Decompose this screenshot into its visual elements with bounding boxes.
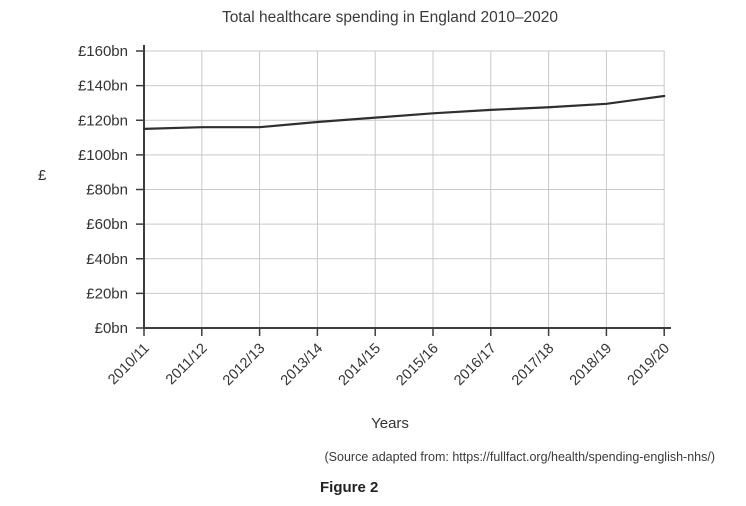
- y-tick-label: £100bn: [78, 147, 128, 164]
- y-tick-label: £160bn: [78, 43, 128, 60]
- x-tick-label: 2014/15: [336, 341, 384, 389]
- y-tick-label: £80bn: [86, 182, 128, 199]
- y-tick-label: £40bn: [86, 251, 128, 268]
- x-tick-label: 2015/16: [393, 341, 441, 389]
- x-tick-label: 2012/13: [220, 341, 268, 389]
- x-tick-labels: 2010/11 2011/12 2012/13 2013/14 2014/15 2015/…: [105, 341, 673, 389]
- x-tick-label: 2013/14: [278, 341, 326, 389]
- x-tick-label: 2010/11: [105, 341, 153, 389]
- y-axis-label: £: [38, 167, 47, 184]
- source-note: (Source adapted from: https://fullfact.o…: [324, 450, 716, 464]
- x-tick-label: 2018/19: [567, 341, 615, 389]
- tick-marks: [136, 50, 665, 336]
- y-tick-label: £60bn: [86, 216, 128, 233]
- x-tick-label: 2016/17: [451, 341, 499, 389]
- figure-caption: Figure 2: [320, 479, 379, 496]
- y-tick-label: £0bn: [95, 320, 128, 337]
- x-tick-label: 2019/20: [625, 341, 673, 389]
- y-tick-label: £140bn: [78, 78, 128, 95]
- y-tick-labels: £0bn £20bn £40bn £60bn £80bn £100bn £120bn £140…: [78, 43, 128, 337]
- x-tick-label: 2011/12: [163, 341, 211, 389]
- x-axis-label: Years: [371, 415, 409, 432]
- y-tick-label: £120bn: [78, 112, 128, 129]
- x-tick-label: 2017/18: [509, 341, 557, 389]
- gridlines: [143, 50, 665, 328]
- axes: [143, 45, 671, 329]
- chart-title: Total healthcare spending in England 201…: [221, 9, 559, 26]
- y-tick-label: £20bn: [86, 285, 128, 302]
- spending-line: [142, 94, 666, 131]
